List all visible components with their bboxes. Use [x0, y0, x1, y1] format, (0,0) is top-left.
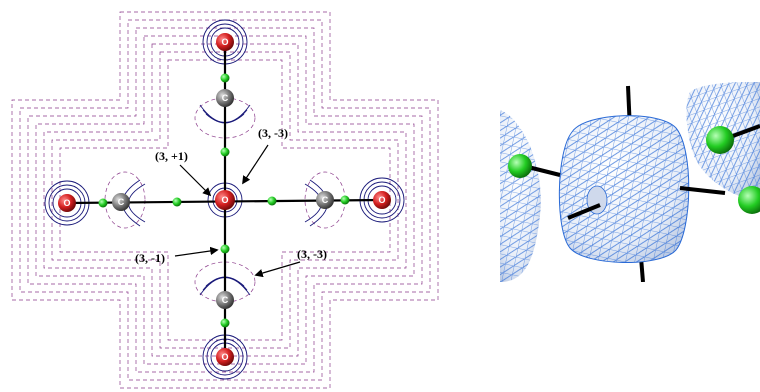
critical-point: [220, 73, 230, 83]
critical-point: [220, 318, 230, 328]
critical-point: [172, 197, 182, 207]
atom-o-top: O: [216, 33, 234, 51]
critical-point-sphere: [508, 154, 532, 178]
svg-text:O: O: [221, 37, 228, 47]
atom-c-bottom: C: [216, 291, 234, 309]
label-cp-bond-lower: (3, -1): [135, 251, 165, 265]
atom-c-left: C: [112, 193, 130, 211]
atom-o-center: O: [215, 190, 235, 210]
svg-text:C: C: [222, 295, 229, 305]
atom-o-right: O: [373, 191, 391, 209]
atom-o-bottom: O: [216, 348, 234, 366]
critical-point: [340, 195, 350, 205]
svg-text:C: C: [222, 93, 229, 103]
svg-text:O: O: [63, 198, 70, 208]
label-cp-center-plus: (3, +1): [155, 149, 188, 163]
svg-text:O: O: [221, 352, 228, 362]
critical-point-annotations: (3, +1) (3, -3) (3, -1) (3, -3): [135, 126, 327, 278]
isosurface-render: [500, 82, 760, 282]
critical-point-sphere: [706, 126, 734, 154]
svg-text:C: C: [322, 195, 329, 205]
critical-points: [98, 73, 350, 328]
svg-text:O: O: [378, 195, 385, 205]
critical-point: [98, 198, 108, 208]
critical-point: [220, 244, 230, 254]
dashed-contours: [11, 11, 439, 389]
svg-text:C: C: [118, 197, 125, 207]
critical-point: [220, 147, 230, 157]
svg-text:O: O: [221, 195, 228, 205]
atom-o-left: O: [58, 194, 76, 212]
critical-point: [267, 196, 277, 206]
label-cp-ring-lower: (3, -3): [297, 247, 327, 261]
contour-map: O C O C O O C C: [11, 11, 439, 389]
critical-point-sphere: [738, 186, 760, 214]
atom-c-top: C: [216, 89, 234, 107]
label-cp-ring-upper: (3, -3): [258, 126, 288, 140]
atom-c-right: C: [316, 191, 334, 209]
